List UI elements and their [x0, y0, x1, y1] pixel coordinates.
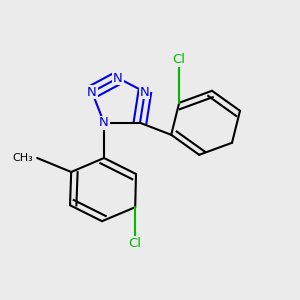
Text: N: N	[140, 85, 150, 98]
Text: Cl: Cl	[173, 53, 186, 66]
Text: N: N	[99, 116, 109, 129]
Text: CH₃: CH₃	[13, 153, 33, 163]
Text: Cl: Cl	[129, 237, 142, 250]
Text: N: N	[113, 71, 123, 85]
Text: N: N	[87, 85, 97, 98]
